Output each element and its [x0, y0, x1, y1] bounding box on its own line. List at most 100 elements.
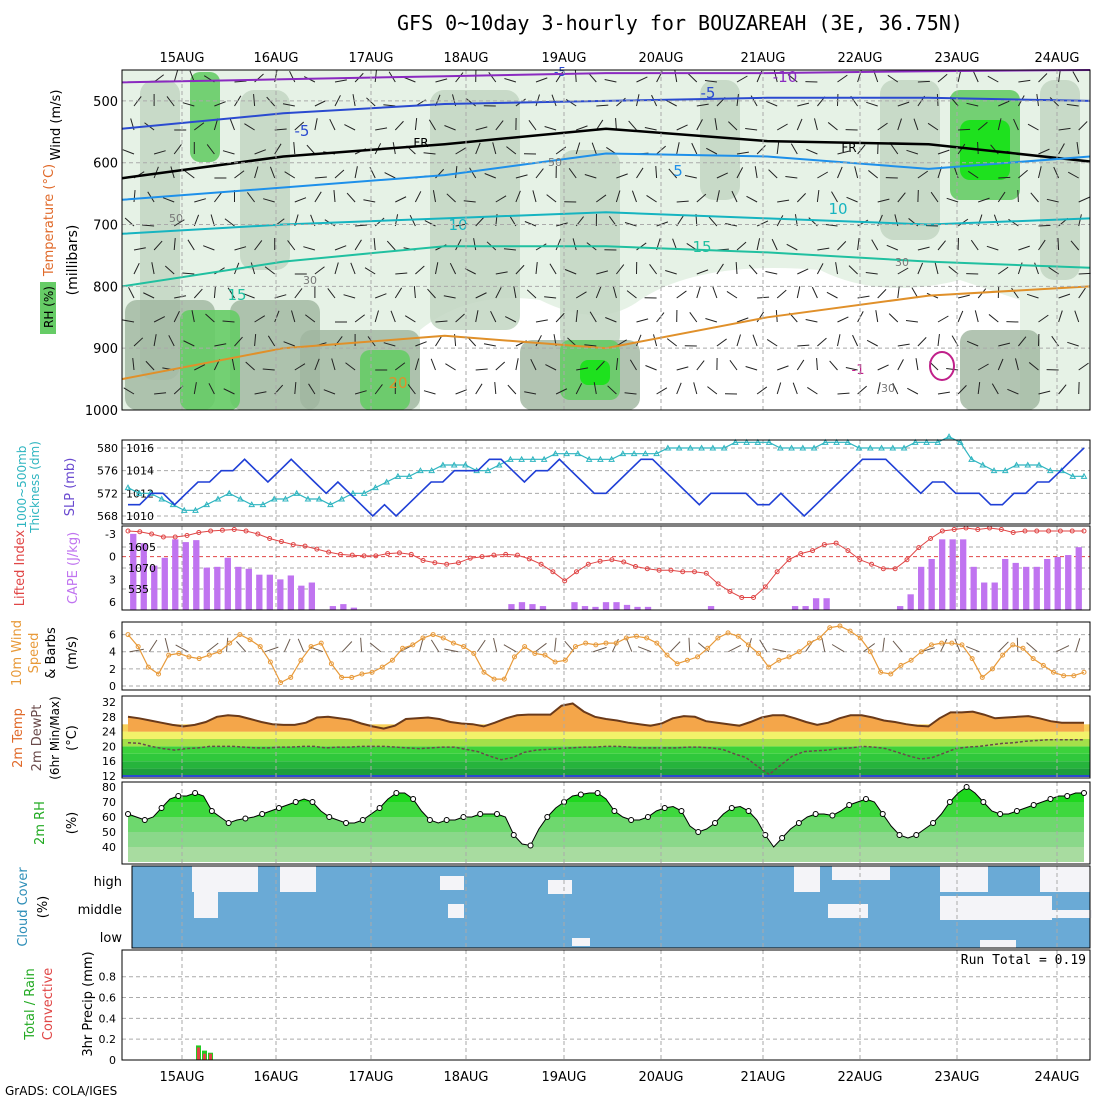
thickness-point	[495, 461, 503, 468]
wind-barb	[327, 288, 336, 299]
cape-bar	[151, 565, 158, 610]
wind-barb	[444, 648, 459, 653]
ytick-label: 12	[102, 770, 116, 783]
wind-barb	[390, 310, 396, 323]
wind-speed-point	[817, 635, 823, 641]
wind-barb	[835, 262, 838, 275]
wind-barb	[957, 143, 966, 155]
wind-barb	[133, 262, 140, 275]
wind-barb	[294, 197, 307, 203]
rh-point	[343, 820, 350, 826]
ytick-label: 700	[93, 219, 118, 234]
wind-barb	[490, 310, 497, 323]
wind-speed-point	[786, 654, 792, 660]
wind-barb	[384, 172, 396, 179]
li-point	[703, 570, 709, 576]
thickness-point	[192, 506, 199, 513]
wind-barb	[998, 342, 1011, 347]
li-point	[1022, 528, 1028, 534]
wind-barb	[607, 385, 617, 395]
wind-barb	[133, 337, 144, 347]
li-point	[444, 561, 450, 567]
isotherm	[121, 245, 1091, 288]
axis-label: Lifted Index	[13, 529, 28, 606]
wind-barb	[133, 247, 146, 251]
ytick-label: 580	[97, 442, 118, 455]
li-point	[396, 550, 402, 556]
wind-barb	[494, 382, 497, 395]
wind-barb	[817, 337, 827, 347]
wind-barb	[544, 296, 557, 299]
axis-label-group: Thickness (dm)	[28, 441, 42, 534]
wind-speed-point	[1020, 645, 1026, 651]
wind-barb	[535, 168, 544, 179]
ytick-label: 572	[97, 487, 118, 500]
li-point	[243, 528, 249, 534]
wind-barb	[535, 335, 542, 347]
thickness-point	[552, 450, 559, 457]
wind-barb	[305, 314, 316, 323]
thickness-point	[608, 455, 615, 462]
wind-barb	[790, 143, 798, 155]
wind-barb	[596, 194, 607, 203]
wind-barb	[917, 262, 924, 275]
wind-barb	[605, 317, 617, 323]
thickness-point	[405, 472, 413, 479]
wind-barb	[696, 360, 705, 371]
wind-barb	[535, 77, 548, 83]
thickness-point	[417, 467, 424, 474]
wind-barb	[636, 318, 649, 323]
wind-barb	[897, 359, 904, 371]
wind-barb	[314, 266, 325, 275]
wind-speed-point	[735, 633, 741, 639]
wind-barb	[937, 73, 948, 83]
wind-barb	[746, 195, 758, 203]
wind-speed-point	[725, 630, 731, 636]
ytick-label: 50	[102, 826, 116, 839]
wind-barb	[495, 195, 507, 203]
cape-bar	[1023, 566, 1030, 610]
wind-speed-point	[288, 674, 294, 680]
wind-barb	[748, 264, 758, 275]
wind-speed-point	[501, 676, 507, 682]
wind-barb	[182, 102, 195, 107]
wind-speed-line	[127, 625, 1085, 684]
cape-bar	[949, 539, 956, 610]
wind-barb	[343, 294, 356, 299]
wind-barb	[807, 387, 818, 395]
thickness-point	[720, 444, 728, 451]
wind-barb	[817, 171, 829, 179]
wind-barb	[1066, 103, 1079, 107]
wind-barb	[796, 359, 805, 371]
li-point	[680, 569, 686, 575]
upper-air-panel: -10-5-5FR FR-551010151520-130303050505006…	[85, 65, 1091, 419]
date-labels-bottom: 15AUG 16AUG 17AUG 18AUG 19AUG 20AUG 21AUG 22AUG…	[159, 1070, 1079, 1085]
ytick-label: 1016	[126, 442, 154, 455]
wind-barb	[164, 638, 170, 652]
li-point	[751, 594, 757, 600]
wind-barb	[374, 384, 383, 395]
wind-barb	[987, 75, 999, 83]
wind-speed-point	[674, 661, 680, 667]
date-label: 18AUG	[443, 51, 488, 66]
wind-barb	[806, 148, 818, 155]
rh-point	[930, 820, 937, 826]
wind-barb	[708, 216, 718, 227]
wind-barb	[897, 343, 910, 347]
wind-speed-point	[623, 635, 629, 641]
wind-barb	[568, 167, 577, 179]
wind-barb	[565, 99, 577, 107]
ytick-label: 0	[109, 680, 116, 693]
ytick-label: 500	[93, 95, 118, 110]
wind-barb	[890, 143, 899, 155]
wind-barb	[269, 166, 276, 179]
wind-barb	[927, 122, 939, 131]
wind-barb	[193, 122, 205, 131]
wind-speed-point	[156, 671, 162, 677]
wind-barb	[473, 238, 477, 251]
li-point	[432, 560, 438, 566]
thickness-point	[1035, 461, 1043, 468]
wind-barb	[776, 215, 784, 227]
wind-barb	[946, 368, 959, 371]
rh-point	[292, 799, 299, 805]
